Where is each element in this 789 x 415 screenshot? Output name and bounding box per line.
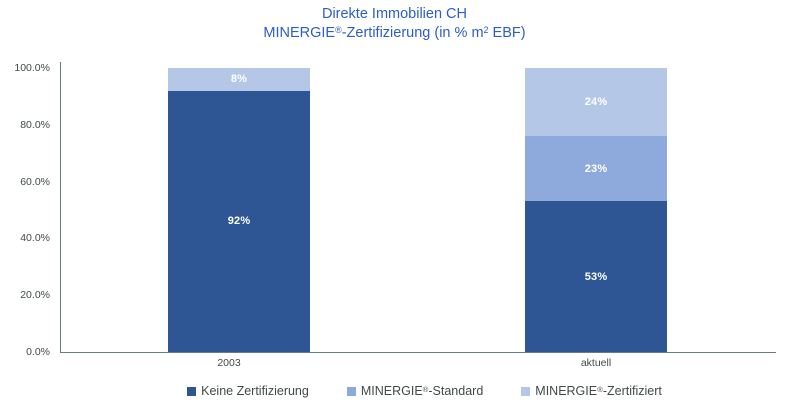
y-axis-ticks: 0.0% 20.0% 40.0% 60.0% 80.0% 100.0%: [0, 62, 54, 358]
x-axis-line: [60, 352, 776, 353]
data-label: 23%: [584, 162, 608, 175]
y-tick-label: 40.0%: [20, 232, 50, 245]
data-label: 53%: [584, 270, 608, 283]
legend: Keine Zertifizierung MINERGIE®-Standard MI…: [60, 381, 789, 401]
bars-layer: 92% 8% 53% 23% 24%: [60, 68, 776, 352]
y-tick-label: 0.0%: [26, 346, 50, 358]
bar-segment[interactable]: 53%: [525, 201, 667, 352]
y-tick-label: 60.0%: [20, 175, 50, 188]
y-tick-label: 100.0%: [14, 62, 50, 74]
x-axis-labels: 2003 aktuell: [60, 357, 776, 371]
legend-item[interactable]: MINERGIE®-Zertifiziert: [521, 384, 662, 398]
y-tick-label: 20.0%: [20, 289, 50, 302]
legend-swatch-icon: [187, 386, 197, 396]
chart-title-line1: Direkte Immobilien CH: [321, 6, 468, 22]
legend-item[interactable]: Keine Zertifizierung: [187, 384, 309, 398]
legend-swatch-icon: [346, 386, 356, 396]
bar-segment[interactable]: 8%: [168, 68, 310, 91]
bar-segment[interactable]: 92%: [168, 90, 310, 352]
data-label: 8%: [230, 73, 248, 86]
legend-item[interactable]: MINERGIE®-Standard: [346, 384, 484, 398]
legend-swatch-icon: [521, 386, 531, 396]
bar-segment[interactable]: 23%: [525, 136, 667, 202]
y-tick-label: 80.0%: [20, 118, 50, 131]
legend-label: MINERGIE®-Standard: [360, 384, 484, 398]
stacked-bar-aktuell: 53% 23% 24%: [525, 68, 667, 352]
legend-label: MINERGIE®-Zertifiziert: [535, 384, 662, 398]
legend-label: Keine Zertifizierung: [201, 384, 309, 398]
y-axis-line: [60, 62, 61, 352]
data-label: 24%: [584, 96, 608, 109]
stacked-bar-2003: 92% 8%: [168, 68, 310, 352]
x-category-label: aktuell: [580, 357, 612, 369]
chart-title-line2: MINERGIE®-Zertifizierung (in % m2 EBF): [263, 24, 526, 41]
x-category-label: 2003: [217, 357, 241, 369]
data-label: 92%: [227, 215, 251, 228]
chart-title: Direkte Immobilien CH MINERGIE®-Zertifiz…: [0, 5, 789, 44]
bar-segment[interactable]: 24%: [525, 68, 667, 137]
